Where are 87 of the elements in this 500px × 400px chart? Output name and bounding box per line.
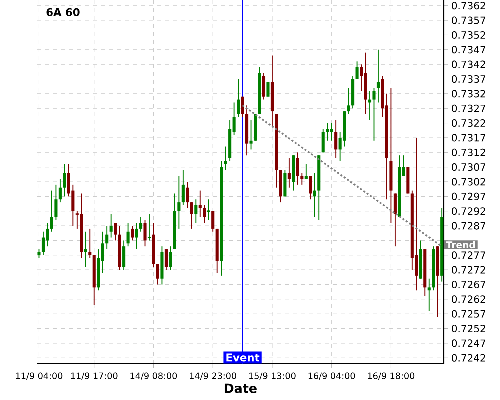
candlestick — [322, 128, 325, 154]
candlestick — [288, 158, 291, 188]
annotation: Event — [226, 354, 260, 362]
candlestick — [326, 122, 330, 142]
candlestick — [415, 137, 418, 292]
y-tick-label: 0.7337 — [452, 75, 486, 84]
y-tick-label: 0.7277 — [452, 252, 486, 260]
x-tick-label: 11/9 04:00 — [16, 372, 63, 380]
text: 6A 60 — [46, 8, 80, 16]
y-tick-label: 0.7317 — [452, 134, 486, 142]
y-tick-label: 0.7332 — [452, 90, 486, 98]
candlestick — [347, 88, 350, 115]
series-label: Trend — [446, 241, 476, 249]
candlestick — [212, 210, 215, 232]
y-tick-label: 0.7302 — [452, 178, 486, 186]
y-tick-label: 0.7287 — [452, 222, 486, 230]
candlestick — [182, 170, 185, 206]
candlestick — [50, 190, 54, 232]
candlestick — [169, 246, 172, 271]
candlestick — [203, 205, 206, 224]
candlestick — [156, 264, 160, 286]
candlestick — [266, 82, 270, 98]
x-tick-label: 14/9 08:00 — [130, 372, 178, 380]
candlestick — [198, 190, 202, 218]
y-tick-label: 0.7242 — [452, 354, 486, 362]
candlestick — [356, 61, 359, 80]
candlestick — [296, 152, 300, 186]
candlestick — [428, 278, 431, 312]
candlestick — [164, 249, 168, 271]
y-tick-label: 0.7257 — [452, 310, 486, 318]
candlestick — [206, 199, 212, 221]
candlestick — [106, 226, 109, 250]
candlestick — [122, 240, 126, 271]
candlestick — [135, 222, 138, 250]
y-tick-label: 0.7267 — [452, 280, 486, 289]
y-tick-label: 0.7297 — [452, 192, 486, 200]
candlestick — [139, 216, 143, 232]
candlestick — [262, 72, 266, 100]
y-tick-label: 0.7262 — [452, 296, 486, 304]
candlestick — [84, 231, 88, 268]
candlestick — [224, 146, 228, 171]
y-tick-label: 0.7352 — [452, 31, 486, 40]
candlestick — [63, 164, 66, 198]
candlestick — [190, 202, 194, 230]
y-tick-label: 0.7322 — [452, 120, 486, 128]
candlestick — [250, 120, 253, 150]
y-tick-label: 0.7252 — [452, 324, 486, 333]
y-tick-label: 0.7347 — [452, 46, 486, 54]
candlestick — [304, 164, 308, 180]
candlestick — [376, 49, 380, 104]
candlestick — [126, 222, 130, 248]
x-axis-title: Date — [224, 384, 257, 394]
candlestick — [178, 176, 181, 230]
candlestick — [313, 172, 316, 218]
candlestick — [330, 122, 334, 142]
candlestick — [42, 231, 46, 256]
candlestick — [334, 120, 338, 159]
y-tick-label: 0.7247 — [452, 340, 486, 348]
candlestick — [131, 226, 134, 242]
candlestick — [88, 228, 92, 259]
x-tick-label: 16/9 04:00 — [308, 372, 356, 380]
candlestick — [114, 222, 118, 242]
candlestick — [58, 178, 62, 204]
candlestick — [309, 176, 312, 200]
y-tick-label: 0.7342 — [452, 60, 486, 68]
candlestick — [300, 172, 304, 186]
x-tick-label: 15/9 13:00 — [249, 372, 296, 380]
candlestick — [147, 214, 152, 242]
y-tick-label: 0.7357 — [452, 16, 486, 24]
candlestick — [110, 214, 113, 238]
x-tick-label: 11/9 17:00 — [71, 372, 118, 380]
candlestick — [54, 184, 58, 221]
candlestick — [394, 193, 397, 248]
candlestick — [372, 88, 376, 142]
candlestick — [237, 78, 240, 118]
y-tick-label: 0.7307 — [452, 164, 486, 172]
candlestick — [284, 170, 287, 198]
x-tick-label: 14/9 23:00 — [190, 372, 236, 380]
candlestick — [144, 220, 147, 248]
y-tick-label: 0.7312 — [452, 148, 486, 156]
x-tick-label: 16/9 18:00 — [368, 372, 415, 380]
candlestick — [194, 199, 198, 224]
y-tick-label: 0.7327 — [452, 104, 486, 112]
candlestick — [186, 182, 190, 209]
y-tick-label: 0.7292 — [452, 208, 486, 216]
y-tick-label: 0.7362 — [452, 2, 486, 10]
y-tick-label: 0.7272 — [452, 266, 486, 274]
